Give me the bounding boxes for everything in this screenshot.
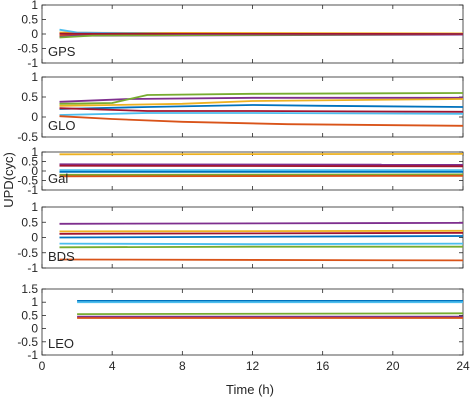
y-tick-label: 0 xyxy=(31,27,38,41)
panel-gal: 10.50-0.5-1 Gal xyxy=(17,145,464,197)
x-tick-label: 16 xyxy=(316,359,330,373)
y-tick-label: -1 xyxy=(27,348,38,362)
panel-label: BDS xyxy=(48,249,75,264)
panel-leo: 1.510.50-0.5-1 LEO xyxy=(17,282,464,362)
series-line-glo-7 xyxy=(59,115,464,127)
panel-gps: 10.50-0.5-1 GPS xyxy=(17,0,464,70)
x-tick-labels: 0 4 8 12 16 20 24 xyxy=(39,359,470,373)
y-tick-label: -0.5 xyxy=(17,335,38,349)
panel-label: Gal xyxy=(48,171,68,186)
series-line-bds-2 xyxy=(59,229,464,233)
series-line-bds-3 xyxy=(59,231,464,235)
y-tick-label: -1 xyxy=(27,183,38,197)
y-tick-label: 0 xyxy=(31,322,38,336)
panel-label: GLO xyxy=(48,118,75,133)
series-line-glo-3 xyxy=(59,98,464,107)
y-tick-label: -0.5 xyxy=(17,174,38,188)
y-tick-label: 1 xyxy=(31,0,38,12)
y-tick-label: 1 xyxy=(31,145,38,159)
series-line-bds-1 xyxy=(59,221,464,225)
x-tick-label: 24 xyxy=(456,359,470,373)
x-tick-label: 20 xyxy=(386,359,400,373)
series-line-bds-4 xyxy=(59,235,464,239)
y-tick-label: 1 xyxy=(31,70,38,84)
series-line-bds-7 xyxy=(59,258,464,262)
series-line-leo-3 xyxy=(77,312,464,316)
panel-label: LEO xyxy=(48,336,74,351)
series-line-glo-6 xyxy=(59,112,464,116)
series-line-bds-6 xyxy=(59,245,463,249)
y-tick-label: 0 xyxy=(31,164,38,178)
y-tick-label: -1 xyxy=(27,56,38,70)
y-tick-label: -0.5 xyxy=(17,42,38,56)
y-tick-label: 0.5 xyxy=(21,155,38,169)
panel-frame xyxy=(41,288,464,356)
series-line-glo-4 xyxy=(59,104,464,110)
series-line-bds-5 xyxy=(59,242,464,246)
series-line-glo-5 xyxy=(59,107,464,113)
y-tick-label: 1 xyxy=(31,200,38,214)
panel-bds: 10.5 0-0.5-1 BDS xyxy=(17,200,464,275)
series-line-glo-2 xyxy=(59,92,464,105)
y-tick-label: 0.5 xyxy=(21,90,38,104)
y-tick-label: 0.5 xyxy=(21,13,38,27)
series-line-glo-1 xyxy=(59,96,463,103)
y-tick-label: 0 xyxy=(31,231,38,245)
y-tick-label: 0.5 xyxy=(21,308,38,322)
y-tick-label: 1.5 xyxy=(21,282,38,296)
y-tick-label: 0.5 xyxy=(21,215,38,229)
y-tick-label: 0 xyxy=(31,110,38,124)
x-axis-label: Time (h) xyxy=(226,382,274,397)
x-tick-label: 12 xyxy=(246,359,260,373)
y-tick-label: -1 xyxy=(27,261,38,275)
x-tick-label: 0 xyxy=(39,359,46,373)
y-tick-label: 1 xyxy=(31,295,38,309)
y-tick-label: -0.5 xyxy=(17,246,38,260)
x-tick-label: 4 xyxy=(109,359,116,373)
panels-group: 10.50-0.5-1GPS10.50-0.5GLO10.50-0.5-1Gal… xyxy=(17,0,470,373)
x-tick-label: 8 xyxy=(179,359,186,373)
series-line-gal-7 xyxy=(59,174,464,178)
panel-glo: 1 0.5 0 -0.5 GLO xyxy=(17,70,464,144)
panel-label: GPS xyxy=(48,44,76,59)
y-tick-label: -0.5 xyxy=(17,130,38,144)
y-axis-label: UPD(cyc) xyxy=(1,152,16,208)
series-line-gal-3 xyxy=(59,164,464,168)
